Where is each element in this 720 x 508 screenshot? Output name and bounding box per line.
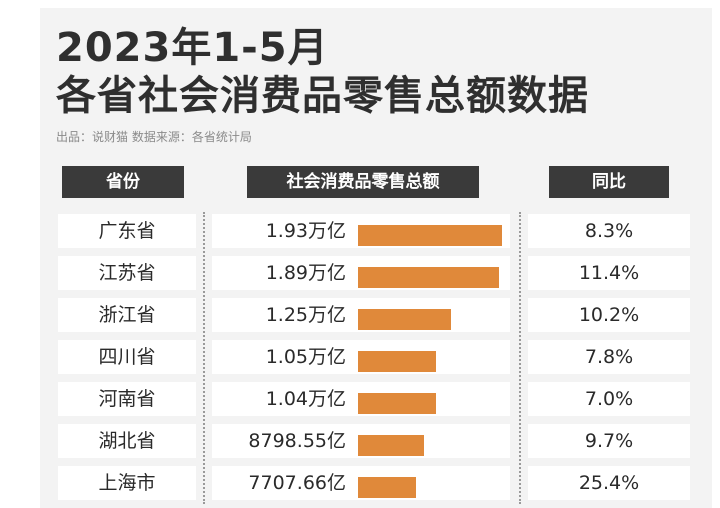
province-label: 广东省 (98, 220, 156, 242)
table-row: 河南省 1.04万亿 7.0% (0, 380, 720, 418)
province-label: 河南省 (98, 388, 156, 410)
sales-cell: 7707.66亿 (212, 466, 510, 500)
table-row: 浙江省 1.25万亿 10.2% (0, 296, 720, 334)
sales-value-label: 8798.55亿 (248, 430, 346, 452)
yoy-cell: 11.4% (528, 256, 690, 290)
province-cell: 上海市 (58, 466, 196, 500)
yoy-cell: 7.0% (528, 382, 690, 416)
province-cell: 湖北省 (58, 424, 196, 458)
yoy-value: 25.4% (578, 472, 640, 494)
sales-bar (358, 225, 502, 246)
sales-value-label: 1.25万亿 (265, 304, 346, 326)
province-label: 江苏省 (98, 262, 156, 284)
province-cell: 四川省 (58, 340, 196, 374)
sales-cell: 1.25万亿 (212, 298, 510, 332)
sales-cell: 1.05万亿 (212, 340, 510, 374)
sales-bar (358, 351, 436, 372)
yoy-cell: 25.4% (528, 466, 690, 500)
sales-bar (358, 309, 451, 330)
sales-cell: 1.04万亿 (212, 382, 510, 416)
yoy-cell: 7.8% (528, 340, 690, 374)
sales-value-label: 1.04万亿 (265, 388, 346, 410)
province-label: 浙江省 (98, 304, 156, 326)
header-sales: 社会消费品零售总额 (247, 166, 479, 198)
yoy-cell: 10.2% (528, 298, 690, 332)
table-row: 广东省 1.93万亿 8.3% (0, 212, 720, 250)
yoy-value: 8.3% (584, 220, 634, 242)
sales-value-label: 1.05万亿 (265, 346, 346, 368)
table-row: 湖北省 8798.55亿 9.7% (0, 422, 720, 460)
header-yoy: 同比 (549, 166, 669, 198)
province-cell: 浙江省 (58, 298, 196, 332)
province-label: 上海市 (98, 472, 156, 494)
chart-title-line2: 各省社会消费品零售总额数据 (56, 73, 589, 119)
header-province: 省份 (62, 166, 184, 198)
sales-value-label: 1.89万亿 (265, 262, 346, 284)
sales-cell: 1.89万亿 (212, 256, 510, 290)
yoy-value: 11.4% (578, 262, 640, 284)
province-label: 四川省 (98, 346, 156, 368)
yoy-value: 7.0% (584, 388, 634, 410)
column-divider-left (203, 212, 205, 504)
sales-cell: 1.93万亿 (212, 214, 510, 248)
chart-title-line1: 2023年1-5月 (56, 25, 329, 71)
province-cell: 河南省 (58, 382, 196, 416)
sales-cell: 8798.55亿 (212, 424, 510, 458)
sales-bar (358, 435, 424, 456)
sales-bar (358, 267, 499, 288)
yoy-value: 10.2% (578, 304, 640, 326)
column-divider-right (519, 212, 521, 504)
sales-value-label: 1.93万亿 (265, 220, 346, 242)
source-note: 出品：说财猫 数据来源：各省统计局 (56, 130, 252, 144)
table-row: 上海市 7707.66亿 25.4% (0, 464, 720, 502)
province-label: 湖北省 (98, 430, 156, 452)
sales-bar (358, 477, 416, 498)
province-cell: 江苏省 (58, 256, 196, 290)
table-row: 江苏省 1.89万亿 11.4% (0, 254, 720, 292)
sales-value-label: 7707.66亿 (248, 472, 346, 494)
province-cell: 广东省 (58, 214, 196, 248)
yoy-value: 9.7% (584, 430, 634, 452)
table-row: 四川省 1.05万亿 7.8% (0, 338, 720, 376)
yoy-cell: 9.7% (528, 424, 690, 458)
yoy-value: 7.8% (584, 346, 634, 368)
yoy-cell: 8.3% (528, 214, 690, 248)
sales-bar (358, 393, 436, 414)
